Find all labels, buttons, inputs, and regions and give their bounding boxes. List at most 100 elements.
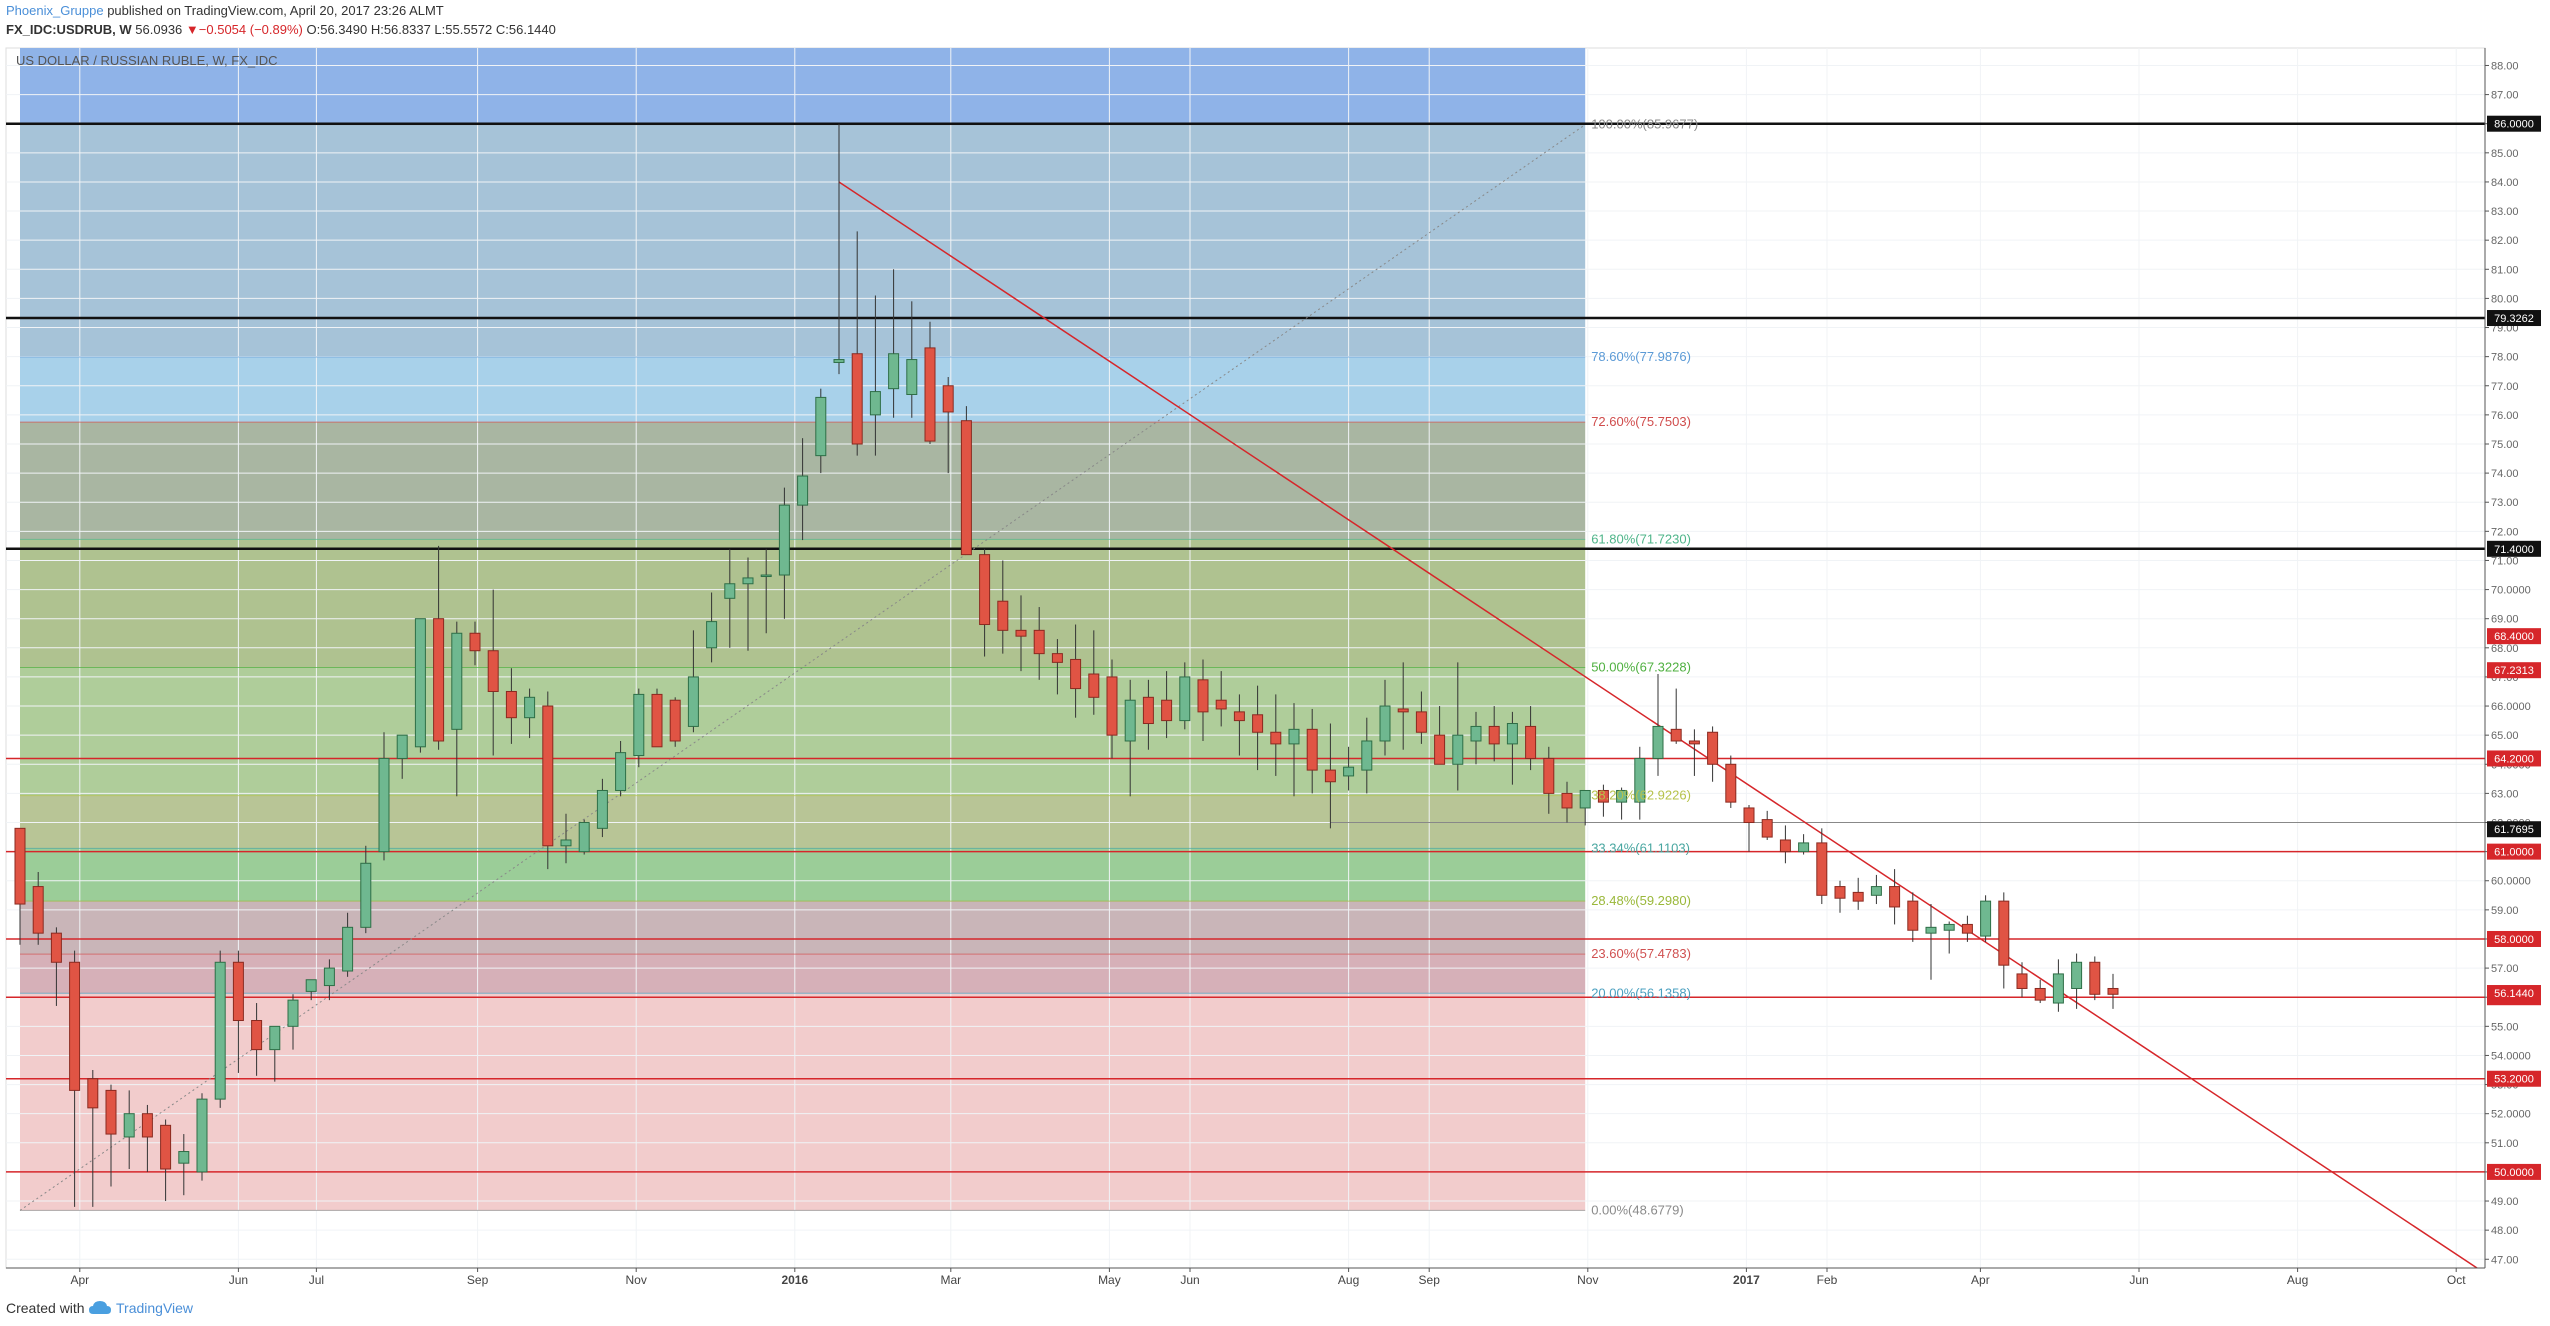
candle (651, 688, 663, 748)
candle-body (87, 1078, 99, 1109)
price-tag-bg (2487, 821, 2541, 838)
tradingview-link[interactable]: TradingView (116, 1300, 194, 1316)
candle (305, 979, 317, 1001)
candle-body (1543, 757, 1555, 794)
candle (1652, 674, 1664, 776)
y-tick-label: 83.00 (2491, 206, 2519, 218)
x-tick-label: 2017 (1733, 1273, 1760, 1287)
y-tick-label: 69.00 (2491, 614, 2519, 626)
symbol-line: FX_IDC:USDRUB, W 56.0936 ▼−0.5054 (−0.89… (6, 22, 556, 37)
price-tag-bg (2487, 662, 2541, 679)
candle (1361, 717, 1373, 794)
fib-zone (20, 901, 1586, 955)
candle (323, 959, 335, 1001)
candle-body (141, 1113, 153, 1138)
y-tick-label: 52.0000 (2491, 1109, 2531, 1121)
fib-zone (20, 124, 1586, 358)
x-tick-label: Mar (940, 1273, 961, 1287)
candle (414, 618, 426, 753)
candle (32, 872, 44, 945)
candle-body (1943, 923, 1955, 931)
candle (815, 388, 827, 474)
candle (960, 406, 972, 556)
y-tick-label: 54.0000 (2491, 1050, 2531, 1062)
candle (1761, 810, 1773, 840)
candle (742, 557, 754, 651)
candle-body (724, 583, 736, 599)
candle (1525, 706, 1537, 771)
x-tick-label: Aug (1338, 1273, 1359, 1287)
candle-body (1124, 699, 1136, 742)
fib-level-label: 28.48%(59.2980) (1591, 893, 1691, 908)
candle (123, 1090, 135, 1170)
fib-level-label: 23.60%(57.4783) (1591, 946, 1691, 961)
candle (1088, 630, 1100, 715)
candle (1688, 729, 1700, 776)
candle-body (1306, 728, 1318, 771)
candle-body (1688, 740, 1700, 745)
candle (633, 688, 645, 768)
x-tick-label: Jun (1180, 1273, 1199, 1287)
candle (1561, 781, 1573, 823)
candle (1015, 595, 1027, 672)
candle (1616, 787, 1628, 820)
candle-body (742, 577, 754, 585)
axis-tag-label: 58.0000 (2494, 934, 2534, 946)
candle-body (1506, 723, 1518, 745)
candle-body (1707, 731, 1719, 765)
candle (2071, 953, 2083, 1009)
candle-body (615, 752, 627, 791)
y-tick-label: 68.00 (2491, 643, 2519, 655)
candle (997, 560, 1009, 654)
candle-body (1161, 699, 1173, 722)
y-tick-label: 66.0000 (2491, 701, 2531, 713)
candle (1343, 746, 1355, 791)
candle (1306, 708, 1318, 794)
candle-body (1725, 763, 1737, 803)
y-tick-label: 84.00 (2491, 177, 2519, 189)
candle-body (287, 999, 299, 1027)
candle (2052, 959, 2064, 1012)
candle (706, 592, 718, 663)
candle (269, 1025, 281, 1082)
y-tick-label: 57.00 (2491, 963, 2519, 975)
last-price: 56.0936 (135, 22, 183, 37)
candle (1270, 694, 1282, 776)
fib-zone (20, 357, 1586, 423)
y-tick-label: 74.00 (2491, 468, 2519, 480)
candle (1725, 755, 1737, 808)
candle-body (960, 420, 972, 556)
candle-body (451, 632, 463, 730)
x-tick-label: Nov (1577, 1273, 1598, 1287)
candle-body (1816, 842, 1828, 896)
candle (1197, 659, 1209, 741)
axis-tag: 86.0000 (2487, 115, 2541, 132)
fib-level-label: 50.00%(67.3228) (1591, 660, 1691, 675)
axis-tag: 61.0000 (2487, 843, 2541, 860)
axis-tag: 64.2000 (2487, 750, 2541, 767)
candle (778, 487, 790, 619)
candle-body (1142, 696, 1154, 725)
candle (833, 123, 845, 375)
candle-body (2016, 973, 2028, 989)
candle-body (50, 932, 62, 963)
price-tag: 61.7695 (2487, 821, 2541, 838)
candle (760, 548, 772, 634)
candle (2016, 962, 2028, 998)
candle-body (1361, 740, 1373, 771)
author-link[interactable]: Phoenix_Gruppe (6, 3, 104, 18)
axis-tag: 50.0000 (2487, 1163, 2541, 1180)
x-tick-label: Feb (1817, 1273, 1838, 1287)
candle-body (1561, 792, 1573, 809)
candle (214, 950, 226, 1108)
y-tick-label: 47.00 (2491, 1254, 2519, 1266)
candle (1434, 706, 1446, 765)
candle-body (1197, 679, 1209, 713)
candle (396, 734, 408, 779)
candle-body (396, 734, 408, 759)
candle (342, 912, 354, 977)
x-tick-label: May (1098, 1273, 1121, 1287)
y-tick-label: 48.00 (2491, 1225, 2519, 1237)
y-tick-label: 88.00 (2491, 60, 2519, 72)
